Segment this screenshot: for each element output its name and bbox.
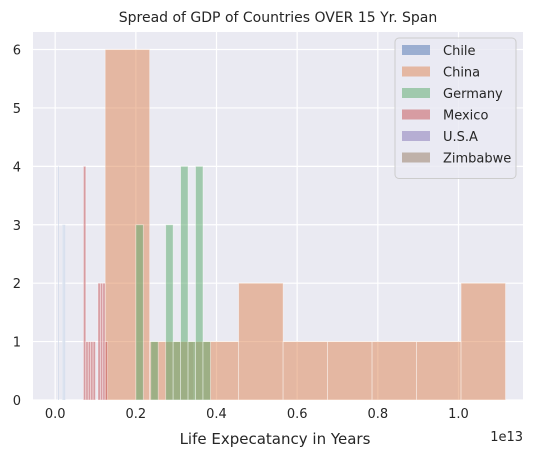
bar-china-8 bbox=[461, 283, 505, 400]
y-tick-label-0: 0 bbox=[13, 394, 21, 409]
x-tick-label-5: 1.0 bbox=[448, 407, 469, 422]
legend-swatch-china bbox=[402, 67, 430, 77]
bar-china-3 bbox=[239, 283, 283, 400]
y-tick-label-5: 5 bbox=[13, 102, 21, 117]
legend-swatch-germany bbox=[402, 88, 430, 98]
legend-label-u-s-a: U.S.A bbox=[443, 130, 478, 145]
x-tick-label-4: 0.8 bbox=[367, 407, 388, 422]
x-tick-label-0: 0.0 bbox=[45, 407, 66, 422]
y-tick-label-6: 6 bbox=[13, 44, 21, 59]
bar-germany-5 bbox=[173, 342, 180, 400]
x-tick-label-1: 0.2 bbox=[125, 407, 146, 422]
x-axis-ticks: 0.0 0.2 0.4 0.6 0.8 1.0 bbox=[45, 407, 469, 422]
legend-swatch-chile bbox=[402, 45, 430, 55]
y-tick-label-4: 4 bbox=[13, 160, 21, 175]
legend-swatch-mexico bbox=[402, 110, 430, 120]
y-axis-ticks: 0 1 2 3 4 5 6 bbox=[13, 44, 21, 409]
chart-title: Spread of GDP of Countries OVER 15 Yr. S… bbox=[119, 10, 438, 26]
bar-germany-6 bbox=[181, 166, 188, 400]
legend-label-germany: Germany bbox=[443, 87, 503, 102]
bar-china-4 bbox=[283, 342, 327, 400]
y-tick-label-3: 3 bbox=[13, 219, 21, 234]
bar-china-6 bbox=[372, 342, 416, 400]
y-tick-label-1: 1 bbox=[13, 336, 21, 351]
legend-swatch-zimbabwe bbox=[402, 153, 430, 163]
x-tick-label-3: 0.6 bbox=[287, 407, 308, 422]
y-tick-label-2: 2 bbox=[13, 277, 21, 292]
bar-chile-0 bbox=[58, 166, 59, 400]
legend-swatch-u-s-a bbox=[402, 131, 430, 141]
bar-germany-9 bbox=[203, 342, 210, 400]
bar-germany-7 bbox=[188, 342, 195, 400]
bar-chile-9 bbox=[65, 225, 66, 400]
bar-germany-4 bbox=[166, 225, 173, 400]
bar-germany-0 bbox=[136, 225, 143, 400]
bar-mexico-4 bbox=[93, 342, 95, 400]
bar-germany-2 bbox=[151, 342, 158, 400]
bar-china-5 bbox=[328, 342, 372, 400]
legend: Chile China Germany Mexico U.S.A Zimbabwe bbox=[395, 38, 516, 179]
x-axis-label: Life Expecatancy in Years bbox=[180, 430, 371, 448]
legend-label-mexico: Mexico bbox=[443, 109, 488, 124]
bar-germany-8 bbox=[196, 166, 203, 400]
bar-mexico-9 bbox=[105, 342, 107, 400]
bar-china-7 bbox=[417, 342, 461, 400]
legend-label-chile: Chile bbox=[443, 44, 476, 59]
legend-label-zimbabwe: Zimbabwe bbox=[443, 152, 511, 167]
x-axis-offset-label: 1e13 bbox=[490, 430, 523, 445]
legend-label-china: China bbox=[443, 66, 480, 81]
x-tick-label-2: 0.4 bbox=[206, 407, 227, 422]
